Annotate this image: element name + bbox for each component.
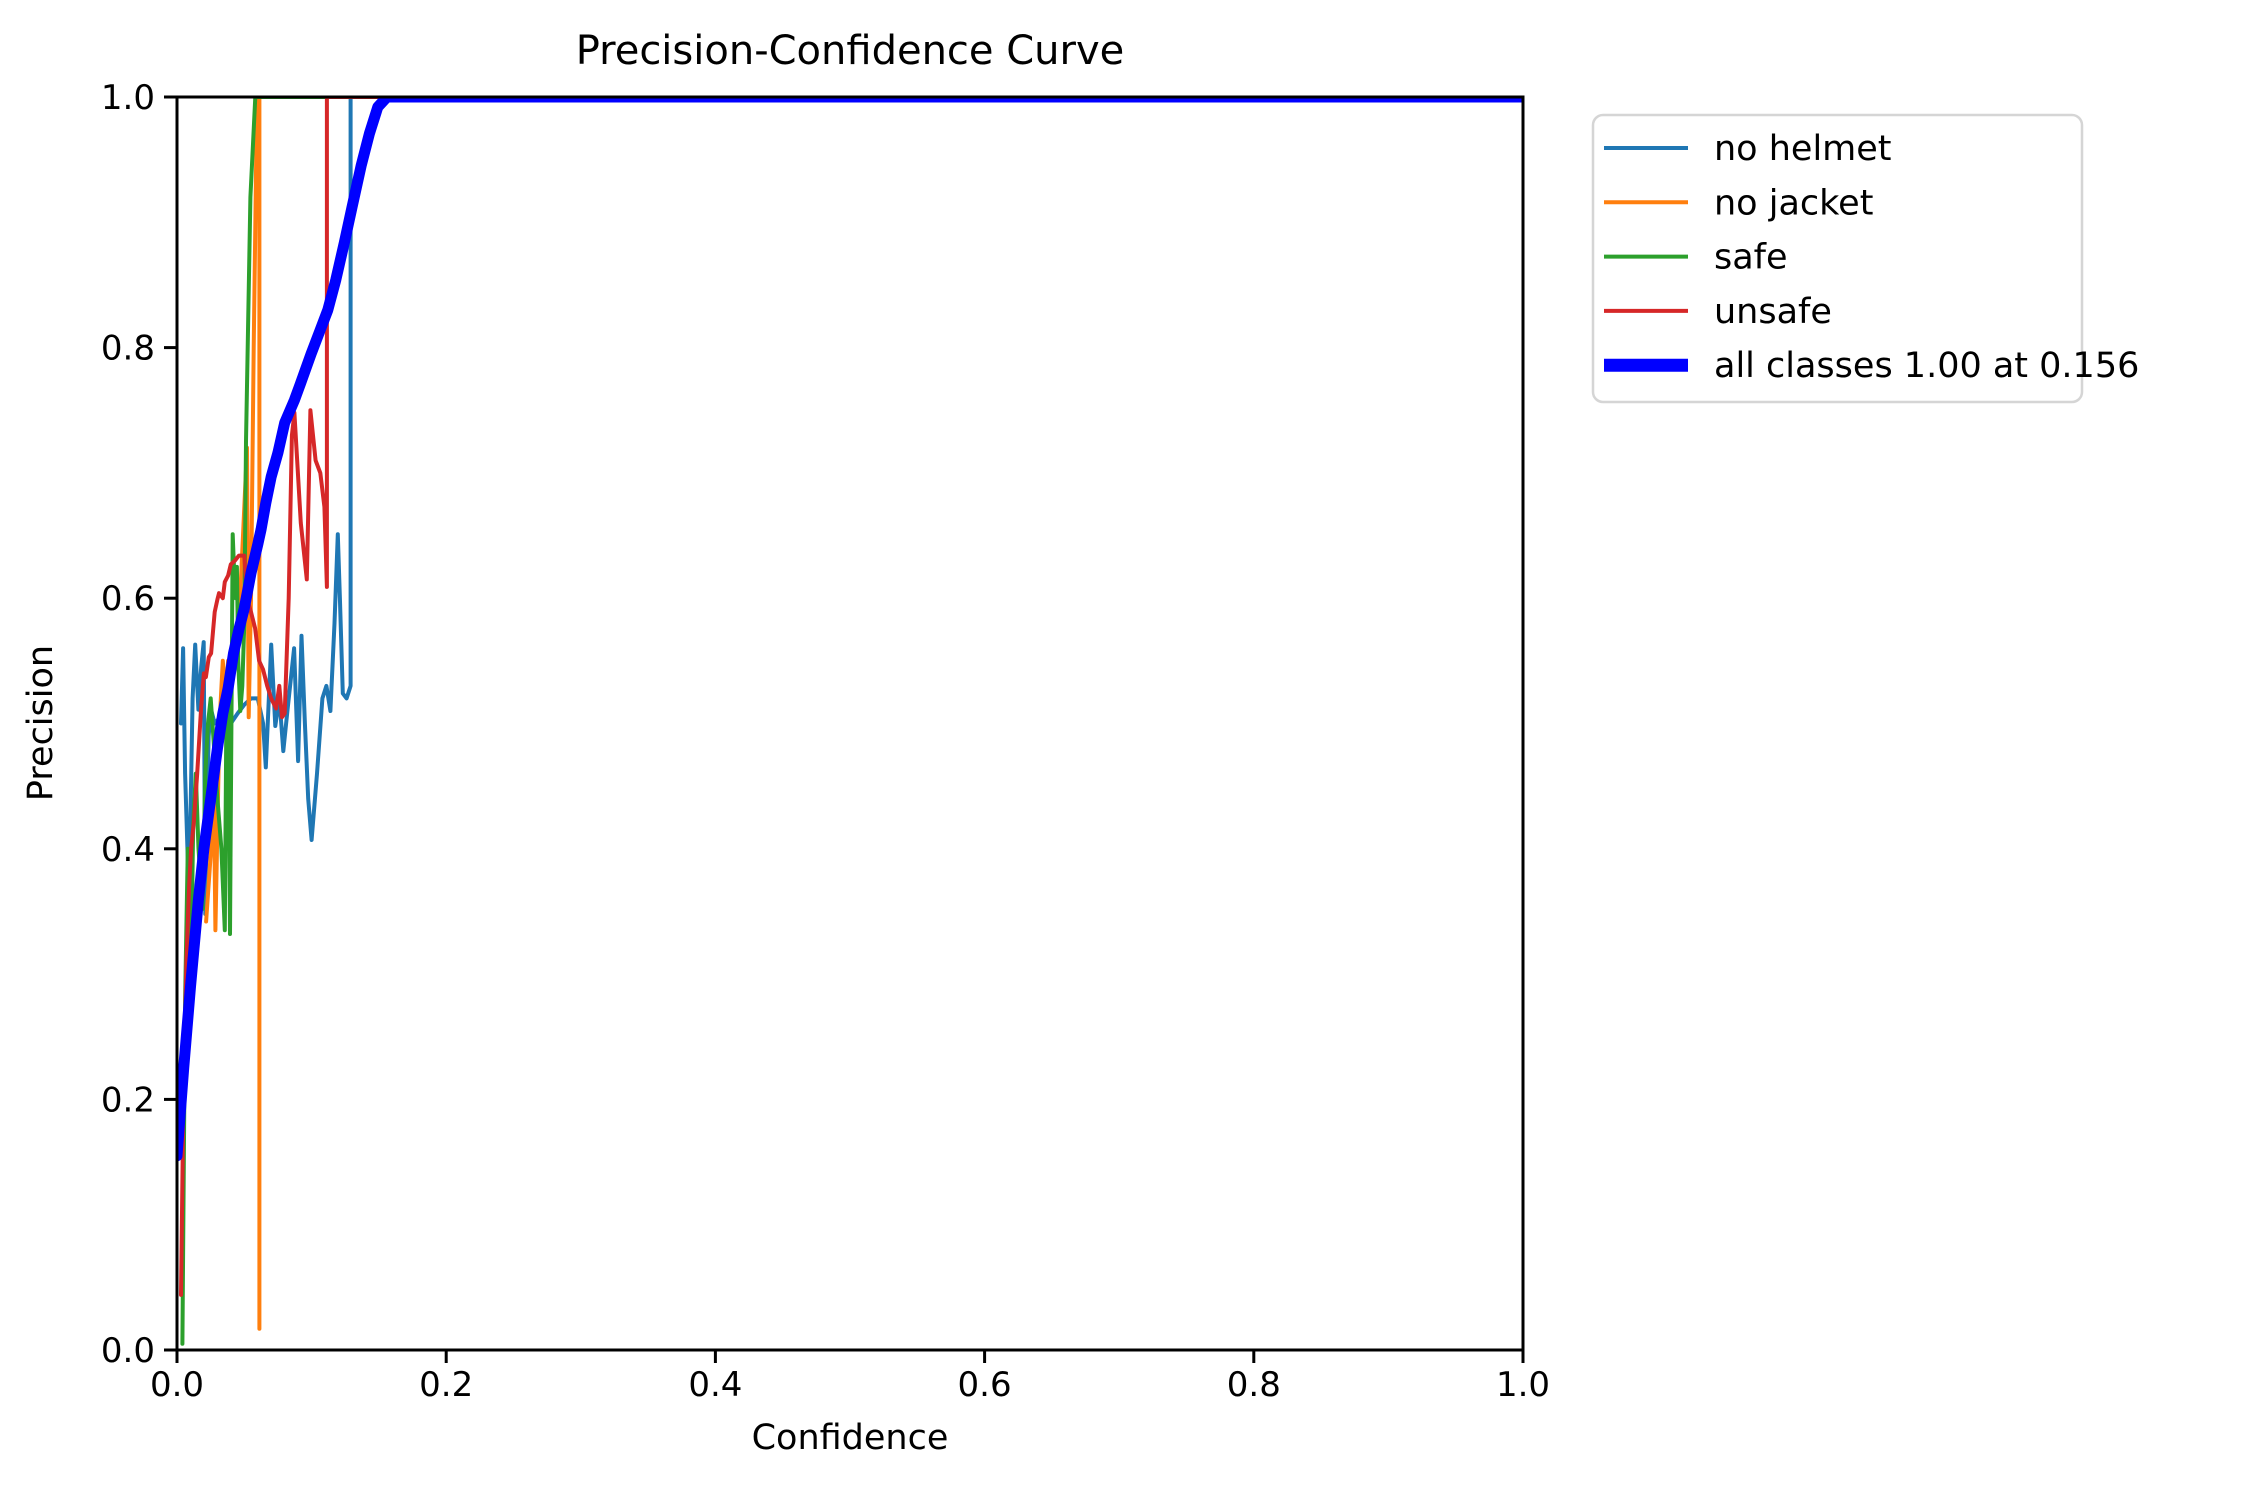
x-tick-label: 1.0 [1496,1365,1550,1405]
legend: no helmet no jacket safe unsafe all classes … [1591,113,2139,404]
plot-border [175,95,1525,1352]
series-lines [177,97,1523,1346]
series-line-all-classes-1-00-at-0-156 [177,97,1523,1162]
legend-item-label: no jacket [1714,183,1873,223]
x-tick-label: 0.6 [958,1365,1012,1405]
y-axis-ticks: 0.0 0.2 0.4 0.6 0.8 1.0 [101,78,177,1371]
legend-item-no-helmet: no helmet [1604,129,1892,169]
y-tick-label: 1.0 [101,78,155,118]
legend-item-all-classes-1-00-at-0-156: all classes 1.00 at 0.156 [1604,346,2139,386]
x-tick-label: 0.2 [419,1365,473,1405]
legend-item-label: all classes 1.00 at 0.156 [1714,346,2139,386]
y-tick-label: 0.6 [101,579,155,619]
legend-frame [1591,113,2084,404]
legend-item-safe: safe [1604,238,1788,278]
legend-item-no-jacket: no jacket [1604,183,1873,223]
x-tick-label: 0.8 [1227,1365,1281,1405]
chart-title: Precision-Confidence Curve [576,28,1125,74]
y-tick-label: 0.2 [101,1080,155,1120]
x-tick-label: 0.4 [688,1365,742,1405]
x-axis-ticks: 0.0 0.2 0.4 0.6 0.8 1.0 [150,1350,1550,1405]
legend-item-unsafe: unsafe [1604,292,1832,332]
y-tick-label: 0.4 [101,830,155,870]
legend-item-label: safe [1714,238,1788,278]
y-tick-label: 0.8 [101,329,155,369]
series-line-no-helmet [179,97,1523,916]
x-tick-label: 0.0 [150,1365,204,1405]
y-axis-label: Precision [21,645,61,801]
legend-item-label: unsafe [1714,292,1832,332]
legend-item-label: no helmet [1714,129,1892,169]
y-tick-label: 0.0 [101,1331,155,1371]
x-axis-label: Confidence [752,1418,949,1458]
